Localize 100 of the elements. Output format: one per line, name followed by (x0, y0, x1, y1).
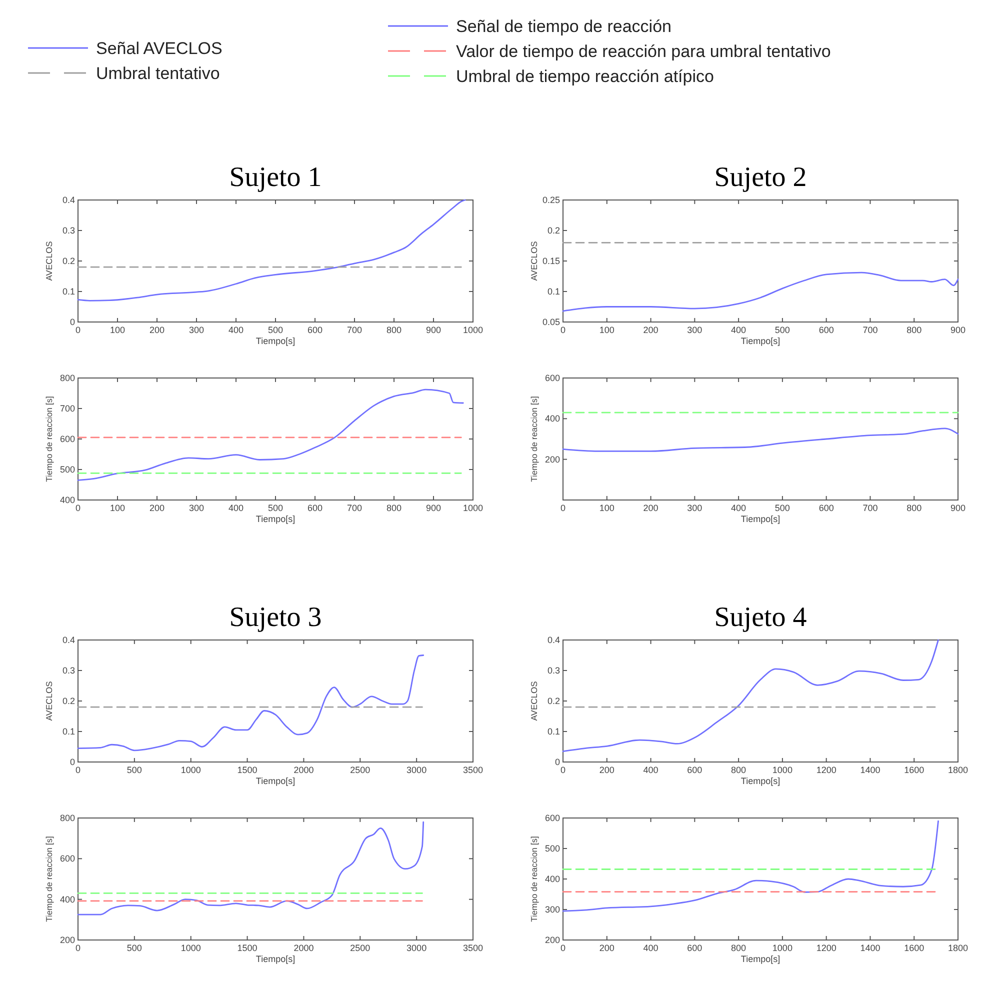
legend-label: Umbral de tiempo reacción atípico (456, 67, 714, 86)
x-tick-label: 2500 (350, 765, 370, 775)
y-tick-label: 500 (60, 464, 75, 474)
x-tick-label: 1200 (816, 943, 836, 953)
x-tick-label: 800 (386, 503, 402, 513)
x-tick-label: 400 (643, 765, 658, 775)
y-tick-label: 400 (544, 414, 560, 424)
x-axis-title: Tiempo[s] (256, 514, 296, 524)
line-series (77, 654, 424, 752)
y-tick-label: 700 (60, 404, 75, 414)
x-tick-label: 400 (731, 325, 746, 335)
y-axis-title: AVECLOS (529, 240, 539, 281)
x-tick-label: 1800 (948, 765, 968, 775)
x-tick-label: 500 (126, 765, 142, 775)
y-tick-label: 0.25 (542, 195, 560, 205)
y-tick-label: 0.1 (62, 726, 75, 736)
y-tick-label: 300 (544, 904, 560, 914)
x-tick-label: 3500 (462, 765, 484, 775)
y-tick-label: 0 (70, 757, 75, 767)
y-axis-title: AVECLOS (44, 240, 54, 281)
line-series (562, 272, 959, 312)
x-tick-label: 100 (599, 325, 614, 335)
y-tick-label: 0.3 (62, 226, 75, 236)
x-tick-label: 700 (346, 503, 362, 513)
y-tick-label: 600 (544, 813, 560, 823)
x-tick-label: 100 (110, 503, 126, 513)
y-tick-label: 0.2 (547, 696, 560, 706)
x-tick-label: 2500 (350, 943, 370, 953)
x-tick-label: 1000 (462, 325, 484, 335)
y-axis-title: Tiempo de reaccion [s] (44, 396, 54, 482)
legend-label: Señal de tiempo de reacción (456, 17, 672, 36)
x-tick-label: 800 (386, 325, 402, 335)
line-series (562, 639, 939, 752)
y-tick-label: 0.05 (542, 317, 560, 327)
legend-label: Señal AVECLOS (96, 39, 222, 58)
y-tick-label: 0.2 (547, 226, 560, 236)
x-tick-label: 200 (643, 325, 658, 335)
y-tick-label: 500 (544, 844, 560, 854)
y-tick-label: 400 (60, 495, 75, 505)
x-tick-label: 3000 (406, 765, 427, 775)
y-tick-label: 200 (60, 935, 75, 945)
x-tick-label: 1600 (904, 943, 924, 953)
y-tick-label: 600 (60, 434, 75, 444)
x-tick-label: 900 (426, 503, 442, 513)
x-axis-title: Tiempo[s] (256, 336, 296, 346)
chart-title: Sujeto 2 (714, 162, 807, 193)
x-tick-label: 200 (643, 503, 658, 513)
x-tick-label: 800 (906, 503, 922, 513)
x-tick-label: 1500 (237, 943, 258, 953)
x-tick-label: 1500 (237, 765, 258, 775)
x-tick-label: 200 (149, 325, 165, 335)
x-axis-title: Tiempo[s] (740, 954, 780, 964)
x-tick-label: 3000 (406, 943, 427, 953)
x-tick-label: 800 (731, 765, 746, 775)
x-tick-label: 800 (731, 943, 746, 953)
x-tick-label: 1000 (180, 943, 201, 953)
x-tick-label: 200 (149, 503, 165, 513)
x-tick-label: 600 (687, 765, 702, 775)
y-tick-label: 0.3 (62, 666, 75, 676)
y-tick-label: 800 (60, 813, 75, 823)
x-tick-label: 900 (426, 325, 442, 335)
line-series (77, 199, 466, 302)
x-tick-label: 300 (188, 503, 204, 513)
y-axis-title: Tiempo de reaccion [s] (44, 836, 54, 922)
x-tick-label: 1200 (816, 765, 836, 775)
x-tick-label: 700 (346, 325, 362, 335)
x-tick-label: 400 (731, 503, 746, 513)
x-tick-label: 900 (950, 503, 966, 513)
y-tick-label: 0.3 (547, 666, 560, 676)
y-tick-label: 0.2 (62, 256, 75, 266)
x-axis-title: Tiempo[s] (740, 514, 780, 524)
line-series (77, 821, 424, 916)
line-series (562, 428, 959, 452)
y-tick-label: 0.1 (547, 286, 560, 296)
x-axis-title: Tiempo[s] (740, 336, 780, 346)
y-tick-label: 0.4 (547, 635, 560, 645)
x-tick-label: 1000 (772, 765, 792, 775)
x-tick-label: 1400 (860, 765, 880, 775)
y-tick-label: 0.2 (62, 696, 75, 706)
chart-title: Sujeto 4 (714, 602, 807, 633)
y-tick-label: 0 (554, 757, 560, 767)
x-tick-label: 100 (599, 503, 614, 513)
x-tick-label: 400 (643, 943, 658, 953)
x-tick-label: 3500 (462, 943, 484, 953)
line-series (562, 820, 939, 912)
x-tick-label: 1000 (772, 943, 792, 953)
y-tick-label: 200 (544, 454, 560, 464)
x-tick-label: 500 (268, 503, 284, 513)
y-axis-title: Tiempo de reaccion [s] (529, 836, 539, 922)
x-tick-label: 400 (228, 503, 244, 513)
y-tick-label: 600 (544, 373, 560, 383)
legend-label: Valor de tiempo de reacción para umbral tentativo (456, 42, 831, 61)
x-tick-label: 1000 (462, 503, 484, 513)
x-tick-label: 300 (687, 325, 702, 335)
chart-title: Sujeto 1 (229, 162, 322, 193)
y-tick-label: 400 (60, 894, 75, 904)
y-tick-label: 0.4 (62, 635, 75, 645)
x-tick-label: 200 (599, 943, 614, 953)
x-tick-label: 2000 (294, 943, 314, 953)
legend-label: Umbral tentativo (96, 64, 220, 83)
